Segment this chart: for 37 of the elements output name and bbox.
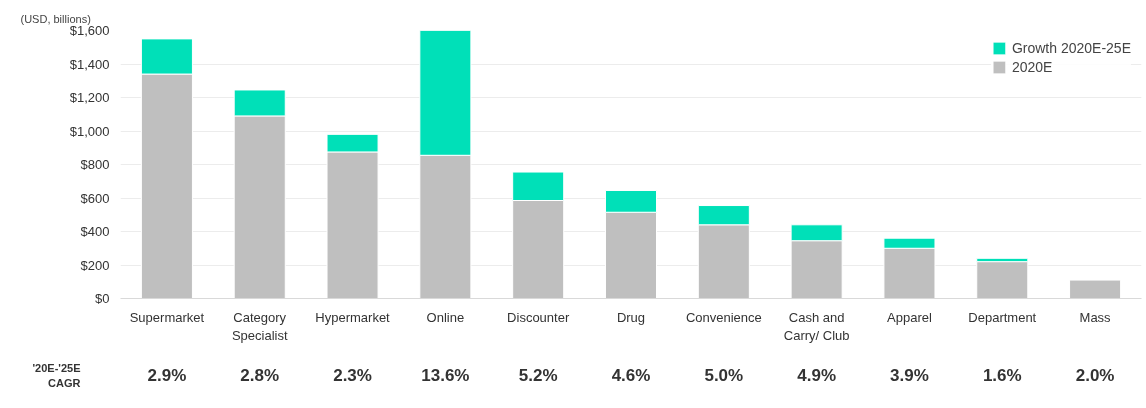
text: 4.9% [797,366,837,385]
x-tick-label: Apparel [887,309,932,325]
text: 2.3% [333,366,372,385]
y-tick-label: $0 [95,291,110,306]
x-tick-label: Mass [1079,309,1112,325]
y-tick-label: $1,200 [69,90,110,105]
x-tick-label: Convenience [685,309,762,325]
text: 13.6% [421,366,470,385]
y-tick-label: $600 [80,190,110,206]
text: 2.0% [1075,366,1115,385]
y-tick-label: $1,600 [69,23,110,38]
text: 5.0% [704,366,744,385]
x-tick-label: Supermarket [129,309,205,325]
x-tick-label: Category Specialist [231,309,288,343]
y-axis-title: (USD, billions) [20,12,91,25]
text: '20E-'25E CAGR [32,362,81,389]
x-tick-label: Discounter [507,309,570,325]
y-tick-label: $1,400 [69,56,110,72]
y-tick-label: $400 [80,224,110,239]
x-tick-label: Cash and Carry/ Club [783,309,850,343]
text: 3.9% [890,366,929,385]
legend-label: 2020E [1011,59,1053,75]
legend-label: Growth 2020E-25E [1011,40,1131,56]
x-tick-label: Department [968,309,1037,325]
text: 2.8% [240,366,280,385]
y-tick-label: $800 [80,157,110,172]
x-tick-label: Online [426,309,465,325]
y-tick-label: $200 [80,257,110,273]
text: 2.9% [147,366,187,385]
y-tick-label: $1,000 [69,123,110,139]
text: 4.6% [611,366,651,385]
text: 1.6% [982,366,1022,385]
bar [976,261,1029,299]
x-tick-label: Drug [616,309,646,325]
text: 5.2% [518,366,558,385]
x-tick-label: Hypermarket [315,309,391,325]
bar [1069,279,1122,299]
